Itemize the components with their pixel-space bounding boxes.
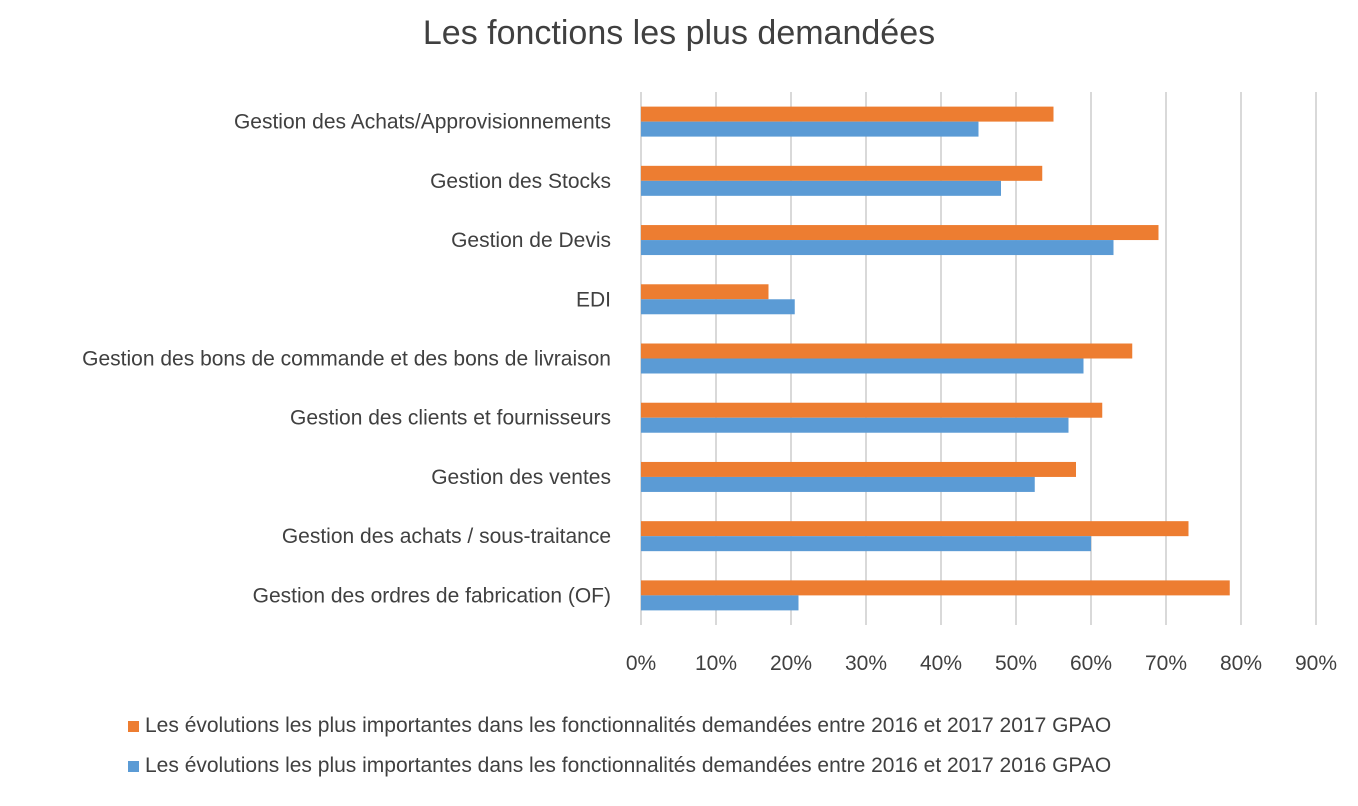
legend-swatch-2017 xyxy=(128,720,139,732)
legend: Les évolutions les plus importantes dans… xyxy=(128,712,1111,792)
chart-title: Les fonctions les plus demandées xyxy=(422,14,936,52)
x-tick-label: 90% xyxy=(1295,652,1337,675)
bar-2016 xyxy=(641,358,1084,374)
bar-2016 xyxy=(641,417,1069,433)
category-label: Gestion des ordres de fabrication (OF) xyxy=(253,584,611,607)
x-tick-label: 50% xyxy=(995,652,1037,675)
bar-2017 xyxy=(641,461,1076,477)
category-label: Gestion des clients et fournisseurs xyxy=(290,407,611,430)
x-tick-label: 10% xyxy=(695,652,737,675)
category-label: EDI xyxy=(576,288,611,311)
legend-item-2017: Les évolutions les plus importantes dans… xyxy=(128,712,1111,740)
bar-2016 xyxy=(641,299,795,315)
bar-2016 xyxy=(641,476,1035,492)
x-tick-label: 40% xyxy=(920,652,962,675)
legend-label-2016: Les évolutions les plus importantes dans… xyxy=(145,754,1112,777)
x-tick-label: 20% xyxy=(770,652,812,675)
legend-swatch-2016 xyxy=(128,760,139,772)
bar-2017 xyxy=(641,343,1133,359)
x-tick-label: 80% xyxy=(1220,652,1262,675)
bar-2017 xyxy=(641,225,1159,241)
bar-2017 xyxy=(641,521,1189,537)
bars xyxy=(641,106,1230,611)
bar-2017 xyxy=(641,106,1054,122)
bar-2016 xyxy=(641,536,1091,552)
bar-2016 xyxy=(641,240,1114,256)
bar-chart: Gestion des Achats/Approvisionnements Ges… xyxy=(82,92,1337,675)
x-tick-label: 60% xyxy=(1070,652,1112,675)
bar-2017 xyxy=(641,165,1043,181)
x-tick-label: 70% xyxy=(1145,652,1187,675)
bar-2017 xyxy=(641,284,769,300)
bar-2016 xyxy=(641,595,799,611)
x-tick-labels: 0% 10% 20% 30% 40% 50% 60% 70% 80% 90% xyxy=(626,652,1337,675)
category-label: Gestion de Devis xyxy=(451,229,611,252)
legend-item-2016: Les évolutions les plus importantes dans… xyxy=(128,752,1111,780)
category-label: Gestion des ventes xyxy=(431,466,611,489)
x-tick-label: 0% xyxy=(626,652,656,675)
bar-2017 xyxy=(641,580,1230,596)
category-label: Gestion des Achats/Approvisionnements xyxy=(234,111,611,134)
bar-2016 xyxy=(641,121,979,137)
category-label: Gestion des bons de commande et des bons… xyxy=(82,348,611,371)
legend-label-2017: Les évolutions les plus importantes dans… xyxy=(145,714,1112,737)
x-tick-label: 30% xyxy=(845,652,887,675)
category-label: Gestion des Stocks xyxy=(430,170,611,193)
category-labels: Gestion des Achats/Approvisionnements Ges… xyxy=(82,111,611,608)
bar-2016 xyxy=(641,180,1001,196)
category-label: Gestion des achats / sous-traitance xyxy=(282,525,611,548)
bar-2017 xyxy=(641,402,1103,418)
